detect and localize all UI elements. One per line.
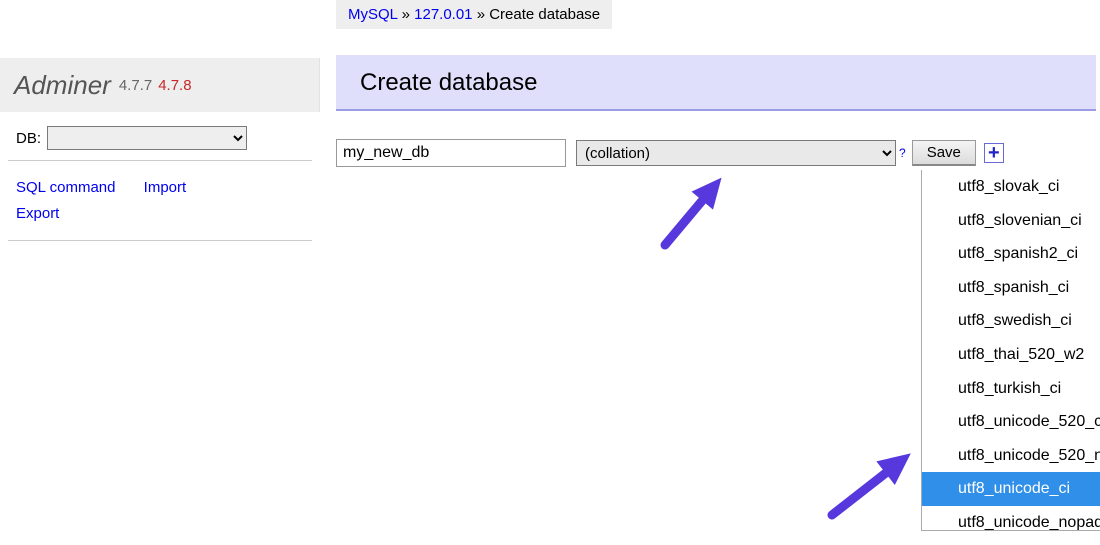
main-content: MySQL » 127.0.01 » Create database Creat… (320, 0, 1100, 530)
sql-command-link[interactable]: SQL command (16, 179, 116, 196)
app-version-current: 4.7.7 (119, 77, 152, 94)
annotation-arrow (655, 165, 765, 275)
annotation-arrow (820, 425, 950, 545)
page-title-bar: Create database (336, 55, 1096, 111)
sidebar: Adminer 4.7.7 4.7.8 DB: SQL command Impo… (0, 0, 320, 530)
collation-option[interactable]: utf8_turkish_ci (922, 372, 1100, 406)
app-version-latest-link[interactable]: 4.7.8 (158, 77, 191, 94)
breadcrumb: MySQL » 127.0.01 » Create database (336, 0, 612, 29)
collation-help-link[interactable]: ? (899, 146, 906, 160)
breadcrumb-sep: » (402, 6, 410, 23)
db-selector-row: DB: (8, 112, 312, 161)
export-link[interactable]: Export (16, 205, 59, 222)
breadcrumb-host[interactable]: 127.0.01 (414, 6, 472, 23)
create-db-form: (collation) ? Save + (336, 139, 1100, 167)
breadcrumb-driver[interactable]: MySQL (348, 6, 397, 23)
collation-option[interactable]: utf8_spanish_ci (922, 271, 1100, 305)
collation-option[interactable]: utf8_slovenian_ci (922, 204, 1100, 238)
app-name: Adminer (14, 70, 111, 101)
import-link[interactable]: Import (144, 179, 187, 196)
dbname-input[interactable] (336, 139, 566, 167)
breadcrumb-sep: » (477, 6, 485, 23)
sidebar-links: SQL command Import Export (8, 161, 312, 241)
collation-option[interactable]: utf8_slovak_ci (922, 170, 1100, 204)
collation-option[interactable]: utf8_thai_520_w2 (922, 338, 1100, 372)
collation-option[interactable]: utf8_spanish2_ci (922, 237, 1100, 271)
page-title: Create database (360, 69, 1076, 97)
db-label: DB: (16, 130, 41, 147)
save-button[interactable]: Save (912, 140, 976, 166)
db-select[interactable] (47, 126, 247, 150)
breadcrumb-current: Create database (489, 6, 600, 23)
collation-select[interactable]: (collation) (576, 140, 896, 166)
add-button[interactable]: + (984, 143, 1004, 163)
collation-option[interactable]: utf8_swedish_ci (922, 304, 1100, 338)
logo: Adminer 4.7.7 4.7.8 (0, 58, 320, 112)
